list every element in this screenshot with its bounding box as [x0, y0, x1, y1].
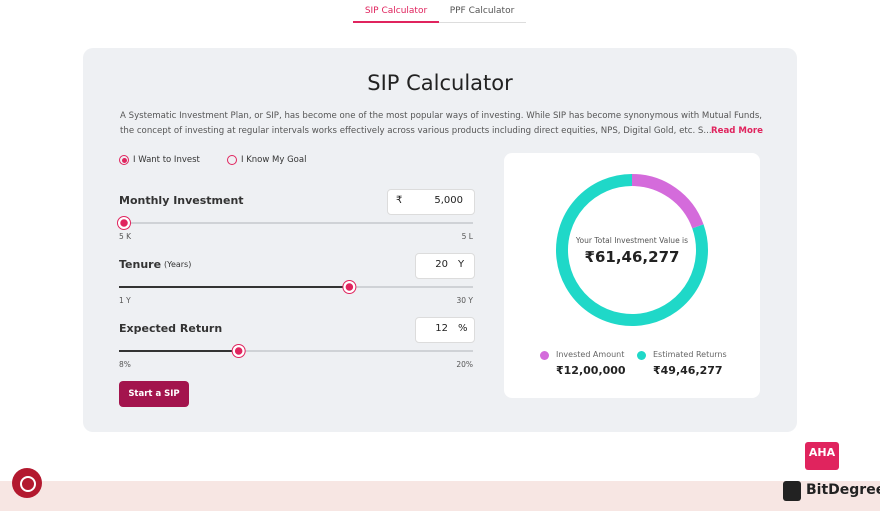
radio[interactable] [227, 155, 237, 165]
result-panel [504, 153, 760, 398]
input-unit: (Years) [164, 260, 192, 269]
legend-value: ₹12,00,000 [556, 364, 626, 377]
tab[interactable]: PPF Calculator [449, 6, 515, 16]
input-label: Tenure [119, 258, 162, 271]
legend-dot [637, 351, 646, 360]
legend-name: Estimated Returns [653, 350, 727, 359]
input-box[interactable] [415, 253, 475, 279]
result-total: ₹61,46,277 [584, 248, 680, 266]
badge: AHA [805, 442, 839, 470]
slider-max: 20% [456, 360, 473, 369]
legend-name: Invested Amount [556, 350, 625, 359]
read-more[interactable]: Read More [711, 126, 763, 136]
radio-dot [122, 158, 127, 163]
radio-label[interactable]: I Know My Goal [241, 155, 307, 165]
input-label: Monthly Investment [119, 194, 244, 207]
input-value: 5,000 [434, 195, 463, 206]
slider-max: 5 L [461, 232, 473, 241]
cookie-icon [20, 476, 36, 492]
legend-value: ₹49,46,277 [653, 364, 723, 377]
input-value: 12 [435, 323, 448, 334]
input-prefix: ₹ [396, 195, 403, 206]
slider-min: 8% [119, 360, 131, 369]
button[interactable]: Start a SIP [119, 381, 189, 407]
description: A Systematic Investment Plan, or SIP, ha… [120, 111, 763, 121]
logo-icon [783, 481, 801, 501]
footer-band [0, 481, 880, 511]
title: SIP Calculator [367, 71, 513, 95]
description: the concept of investing at regular inte… [120, 126, 712, 136]
result-caption: Your Total Investment Value is [575, 236, 689, 245]
radio-label[interactable]: I Want to Invest [133, 155, 200, 165]
radio[interactable] [119, 155, 129, 165]
legend-dot [540, 351, 549, 360]
slider-min: 5 K [119, 232, 132, 241]
slider-max: 30 Y [456, 296, 473, 305]
input-box[interactable] [415, 317, 475, 343]
input-box[interactable] [387, 189, 475, 215]
tab-bar-line [353, 22, 526, 23]
tab[interactable]: SIP Calculator [364, 6, 428, 16]
input-suffix: % [458, 323, 468, 334]
logo: BitDegree [806, 482, 880, 498]
input-value: 20 [435, 259, 448, 270]
input-suffix: Y [458, 259, 465, 270]
slider-min: 1 Y [119, 296, 131, 305]
input-label: Expected Return [119, 322, 223, 335]
tab-underline [353, 21, 439, 23]
